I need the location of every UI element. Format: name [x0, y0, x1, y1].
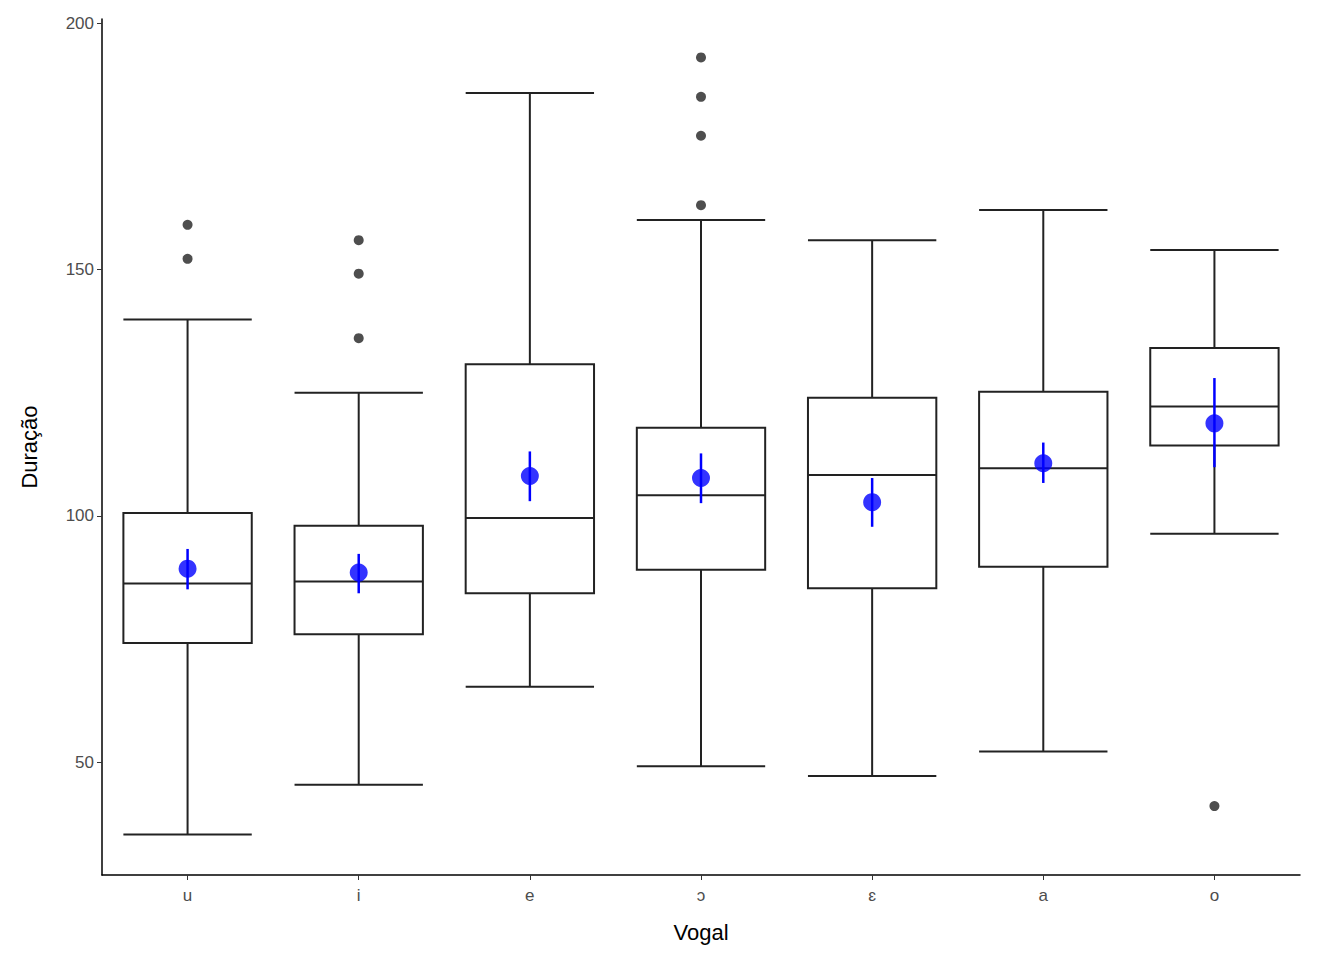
svg-text:i: i	[357, 886, 361, 905]
svg-text:e: e	[525, 886, 534, 905]
svg-text:100: 100	[66, 506, 94, 525]
svg-text:150: 150	[66, 260, 94, 279]
svg-text:u: u	[183, 886, 192, 905]
svg-text:200: 200	[66, 14, 94, 33]
svg-text:Duração: Duração	[17, 405, 42, 488]
svg-text:o: o	[1210, 886, 1219, 905]
svg-text:ɛ: ɛ	[868, 886, 876, 905]
svg-text:Vogal: Vogal	[673, 920, 728, 945]
svg-text:ɔ: ɔ	[697, 886, 706, 905]
svg-text:a: a	[1039, 886, 1049, 905]
svg-text:50: 50	[75, 753, 94, 772]
